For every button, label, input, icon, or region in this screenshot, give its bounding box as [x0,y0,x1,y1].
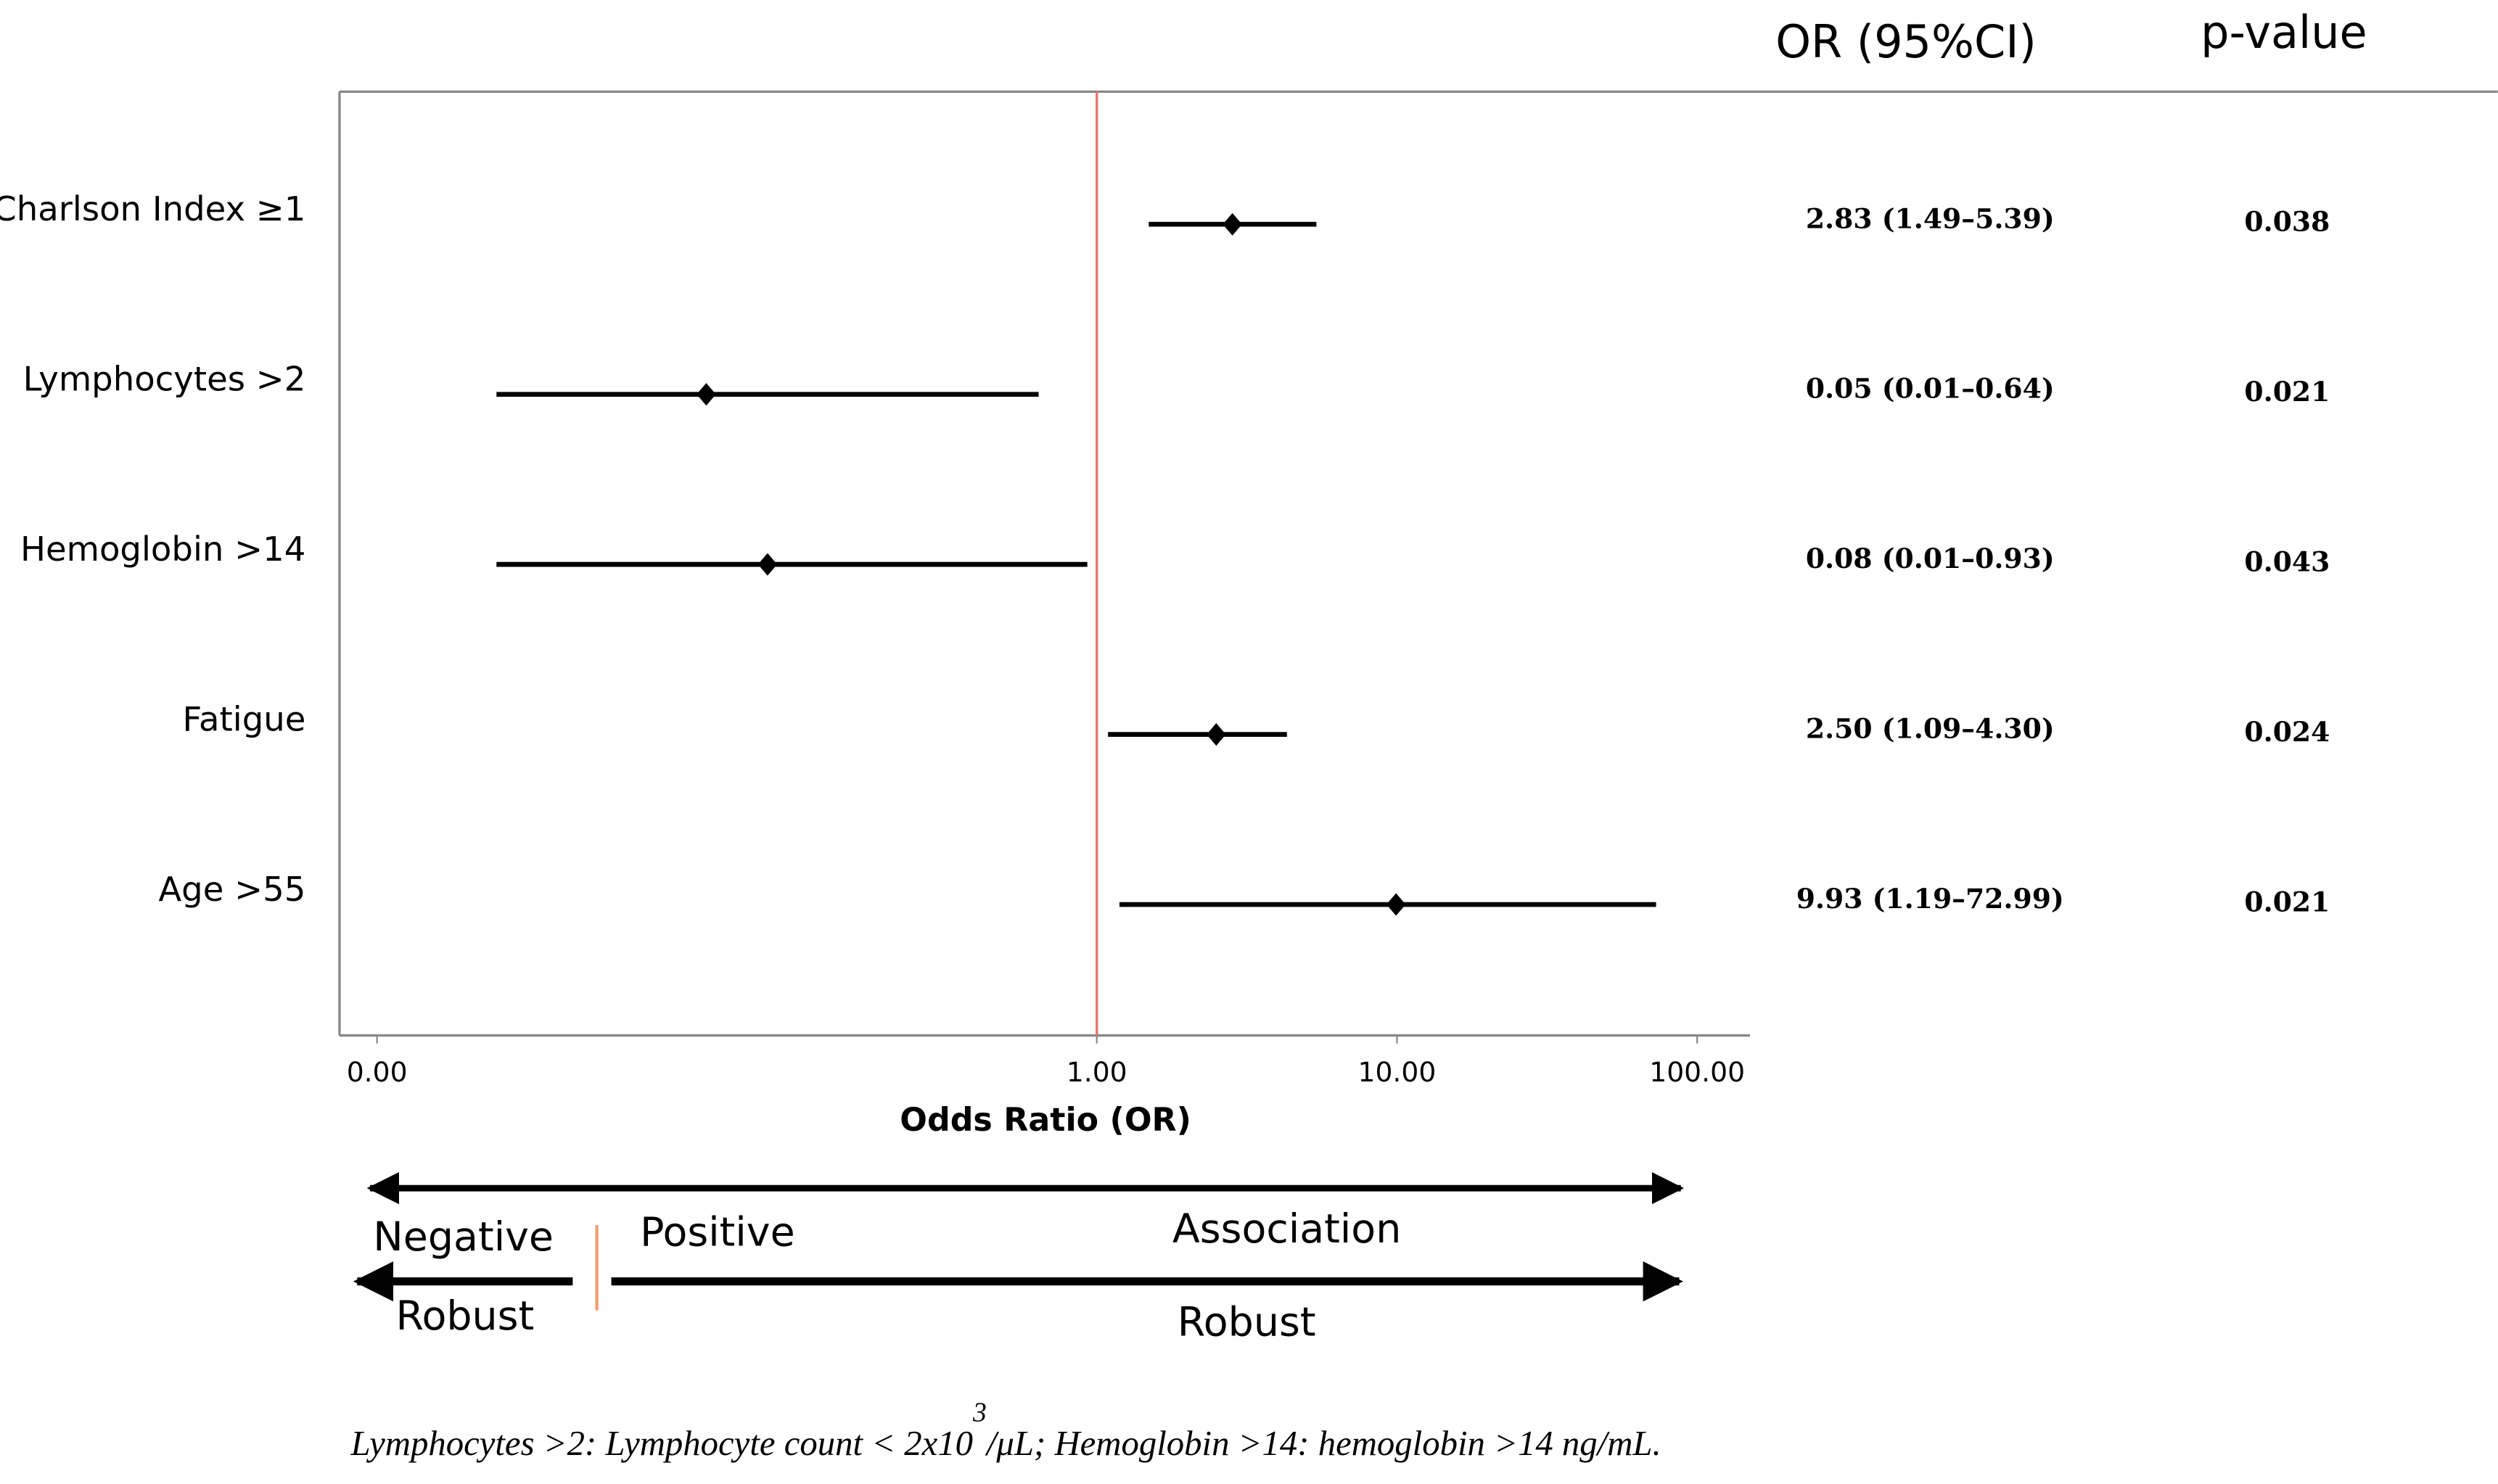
or-ci-label: 2.83 (1.49–5.39) [1806,202,2055,234]
x-tick-label: 0.00 [347,1056,408,1088]
category-label: Hemoglobin >14 [20,529,305,569]
annotation: Negative [373,1214,554,1261]
or-ci-label: 0.05 (0.01–0.64) [1806,373,2055,405]
p-value: 0.043 [2244,546,2330,578]
footnote-part: Lymphocytes >2: Lymphocyte count < 2x10 [350,1424,973,1463]
category-label: Charlson Index ≥1 [0,189,305,228]
p-value: 0.038 [2244,206,2330,238]
footnote: Lymphocytes >2: Lymphocyte count < 2x103… [350,1397,1661,1463]
footnote-part: /μL; Hemoglobin >14: hemoglobin >14 ng/m… [985,1424,1661,1463]
p-value: 0.021 [2244,376,2330,408]
x-tick-label: 100.00 [1649,1056,1745,1088]
annotation: Association [1172,1206,1401,1253]
point-estimate [1223,213,1242,236]
annotation: Positive [640,1210,795,1256]
column-header: OR (95%CI) [1775,15,2037,68]
category-label: Lymphocytes >2 [23,359,306,398]
column-header: p-value [2201,6,2367,59]
p-value: 0.021 [2244,886,2330,918]
category-label: Fatigue [183,699,306,738]
point-estimate [757,553,778,576]
annotation: Robust [395,1293,534,1340]
or-ci-label: 2.50 (1.09–4.30) [1806,713,2055,745]
point-estimate [1207,723,1226,746]
point-estimate [697,383,716,406]
category-label: Age >55 [158,870,305,909]
or-ci-label: 0.08 (0.01–0.93) [1806,543,2055,574]
or-ci-label: 9.93 (1.19–72.99) [1796,883,2064,915]
annotation: Robust [1178,1300,1316,1346]
point-estimate [1386,893,1406,916]
x-tick-label: 10.00 [1358,1056,1437,1088]
p-value: 0.024 [2244,716,2330,748]
footnote-superscript: 3 [972,1397,987,1427]
x-axis-label: Odds Ratio (OR) [900,1102,1191,1139]
x-tick-label: 1.00 [1067,1056,1127,1088]
